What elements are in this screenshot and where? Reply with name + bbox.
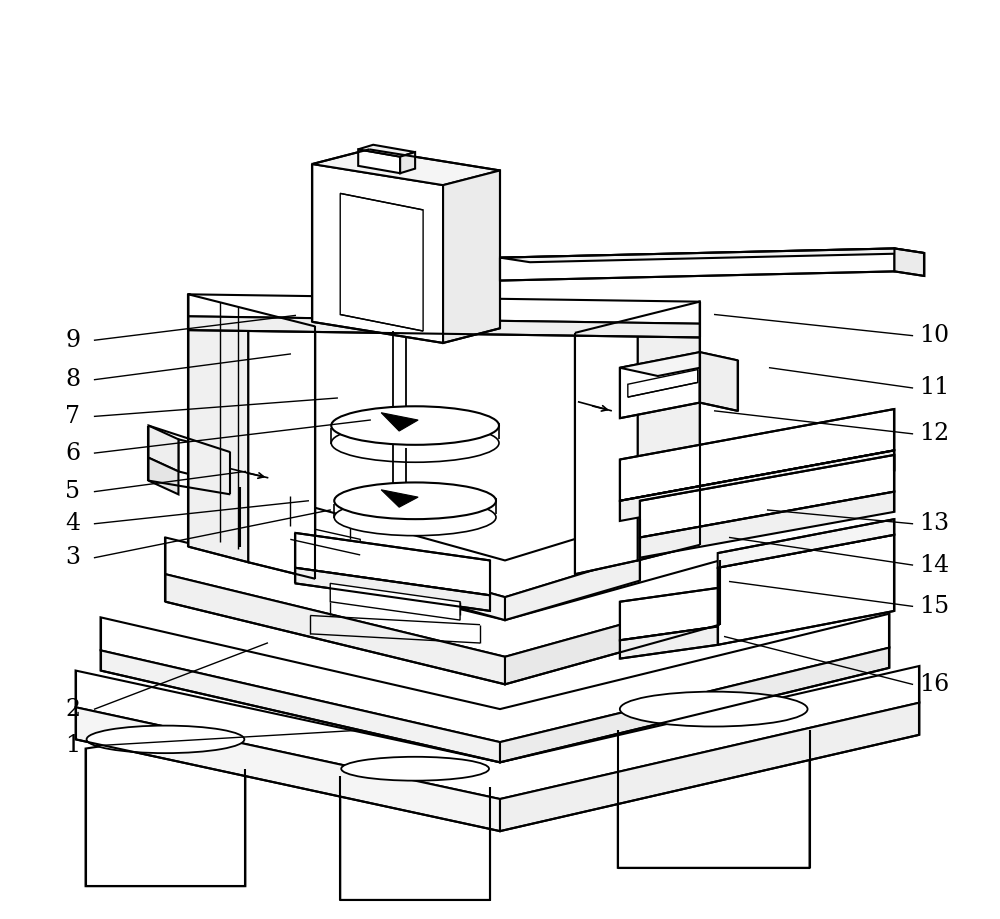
Polygon shape (188, 294, 700, 323)
Polygon shape (101, 614, 889, 743)
Polygon shape (188, 294, 315, 326)
Polygon shape (620, 588, 718, 641)
Polygon shape (575, 317, 638, 574)
Polygon shape (330, 584, 460, 620)
Text: 2: 2 (65, 698, 80, 720)
Text: 6: 6 (65, 441, 80, 465)
Polygon shape (340, 766, 490, 900)
Text: 3: 3 (65, 546, 80, 569)
Polygon shape (295, 568, 490, 611)
Ellipse shape (334, 482, 496, 519)
Polygon shape (188, 316, 700, 337)
Text: 7: 7 (65, 405, 80, 428)
Polygon shape (700, 352, 738, 411)
Polygon shape (640, 492, 894, 558)
Polygon shape (290, 524, 360, 555)
Ellipse shape (331, 424, 499, 462)
Polygon shape (620, 352, 700, 418)
Polygon shape (295, 533, 490, 596)
Polygon shape (718, 519, 894, 568)
Polygon shape (86, 740, 245, 886)
Text: 11: 11 (919, 377, 950, 400)
Polygon shape (248, 310, 315, 579)
Text: 5: 5 (65, 480, 80, 503)
Polygon shape (312, 150, 500, 185)
Polygon shape (620, 450, 894, 521)
Polygon shape (718, 535, 894, 645)
Polygon shape (165, 574, 505, 685)
Polygon shape (240, 487, 640, 597)
Text: 16: 16 (919, 673, 950, 696)
Polygon shape (443, 170, 500, 343)
Polygon shape (620, 409, 894, 501)
Text: 14: 14 (919, 553, 950, 576)
Polygon shape (500, 248, 894, 280)
Polygon shape (640, 455, 894, 538)
Text: 8: 8 (65, 369, 80, 391)
Polygon shape (500, 648, 889, 763)
Polygon shape (505, 556, 640, 620)
Polygon shape (312, 164, 443, 343)
Text: 9: 9 (65, 329, 80, 352)
Polygon shape (240, 524, 505, 620)
Polygon shape (500, 703, 919, 831)
Polygon shape (628, 369, 698, 397)
Polygon shape (505, 597, 720, 685)
Ellipse shape (87, 726, 244, 754)
Polygon shape (381, 490, 418, 507)
Text: 10: 10 (919, 324, 949, 347)
Polygon shape (358, 150, 400, 173)
Text: 12: 12 (919, 423, 950, 446)
Polygon shape (165, 538, 720, 657)
Polygon shape (618, 708, 810, 868)
Ellipse shape (331, 406, 499, 445)
Polygon shape (148, 458, 178, 494)
Polygon shape (76, 708, 500, 831)
Polygon shape (620, 352, 738, 376)
Polygon shape (575, 301, 700, 333)
Ellipse shape (341, 757, 489, 780)
Polygon shape (500, 248, 924, 262)
Polygon shape (340, 193, 423, 331)
Polygon shape (620, 627, 718, 659)
Polygon shape (894, 248, 924, 276)
Polygon shape (638, 301, 700, 561)
Text: 15: 15 (919, 595, 949, 618)
Polygon shape (101, 651, 500, 763)
Polygon shape (178, 439, 230, 484)
Polygon shape (381, 413, 418, 431)
Text: 1: 1 (65, 734, 80, 757)
Ellipse shape (334, 499, 496, 536)
Polygon shape (188, 294, 248, 562)
Polygon shape (400, 153, 415, 173)
Ellipse shape (620, 692, 808, 727)
Polygon shape (148, 425, 178, 471)
Polygon shape (76, 666, 919, 799)
Text: 4: 4 (65, 512, 80, 535)
Text: 13: 13 (919, 512, 949, 535)
Polygon shape (358, 145, 415, 156)
